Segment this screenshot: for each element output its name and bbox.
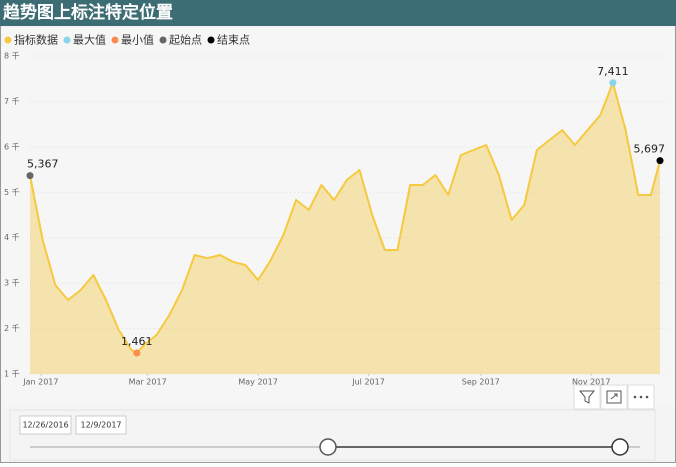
chart: 指标数据 最大值 最小值 起始点 结束点 1 千 2 千 3 千 4 千 5 千 6 千 7 千 8 千… [4, 33, 668, 387]
x-tick-label: Nov 2017 [572, 378, 611, 387]
slider-handle[interactable] [319, 438, 337, 456]
x-tick-label: Mar 2017 [129, 378, 167, 387]
y-tick-label: 6 千 [4, 141, 20, 151]
chart-area [2, 28, 674, 406]
x-tick-label: Jul 2017 [351, 378, 385, 387]
marker-point [656, 157, 664, 165]
dot [645, 395, 649, 399]
dot [633, 395, 637, 399]
start-date: 12/26/2016 [22, 421, 68, 430]
data-label: 7,411 [597, 65, 629, 78]
legend-marker [4, 36, 12, 44]
dot [639, 395, 643, 399]
filter-icon [578, 390, 596, 404]
marker-point [26, 172, 34, 180]
marker-point [609, 79, 617, 87]
x-tick-label: Jan 2017 [22, 378, 58, 387]
start-date-box[interactable] [19, 415, 72, 435]
x-tick-label: Sep 2017 [462, 378, 500, 387]
legend-marker [159, 36, 167, 44]
legend-label: 起始点 [169, 33, 202, 47]
legend-label: 最大值 [73, 33, 106, 47]
y-tick-label: 5 千 [4, 187, 20, 197]
title: 趋势图上标注特定位置 [3, 2, 173, 23]
end-date: 12/9/2017 [80, 421, 121, 430]
data-label: 5,367 [27, 158, 59, 171]
legend-label: 结束点 [217, 34, 250, 47]
filter-button[interactable] [573, 384, 601, 410]
title-bar [0, 0, 676, 26]
focus-icon [606, 390, 622, 404]
data-label: 5,697 [634, 143, 666, 156]
toolbar [573, 384, 655, 410]
y-tick-label: 8 千 [4, 51, 20, 61]
legend-marker [111, 36, 119, 44]
marker-point [133, 349, 141, 357]
data-label: 1,461 [121, 335, 153, 348]
slider-handle[interactable] [611, 438, 629, 456]
y-tick-label: 1 千 [4, 369, 20, 379]
area [30, 82, 660, 375]
legend-marker [63, 36, 71, 44]
y-tick-label: 2 千 [4, 323, 20, 333]
y-tick-label: 7 千 [4, 96, 20, 106]
end-date-box[interactable] [75, 415, 127, 435]
y-tick-label: 3 千 [4, 278, 20, 288]
y-tick-label: 4 千 [4, 232, 20, 242]
legend-marker [207, 36, 215, 44]
legend-label: 指标数据 [14, 33, 58, 47]
x-tick-label: May 2017 [238, 378, 277, 387]
legend-label: 最小值 [121, 34, 154, 47]
